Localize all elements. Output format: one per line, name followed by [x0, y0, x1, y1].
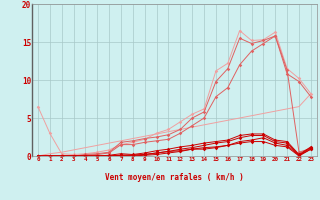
X-axis label: Vent moyen/en rafales ( km/h ): Vent moyen/en rafales ( km/h )	[105, 173, 244, 182]
